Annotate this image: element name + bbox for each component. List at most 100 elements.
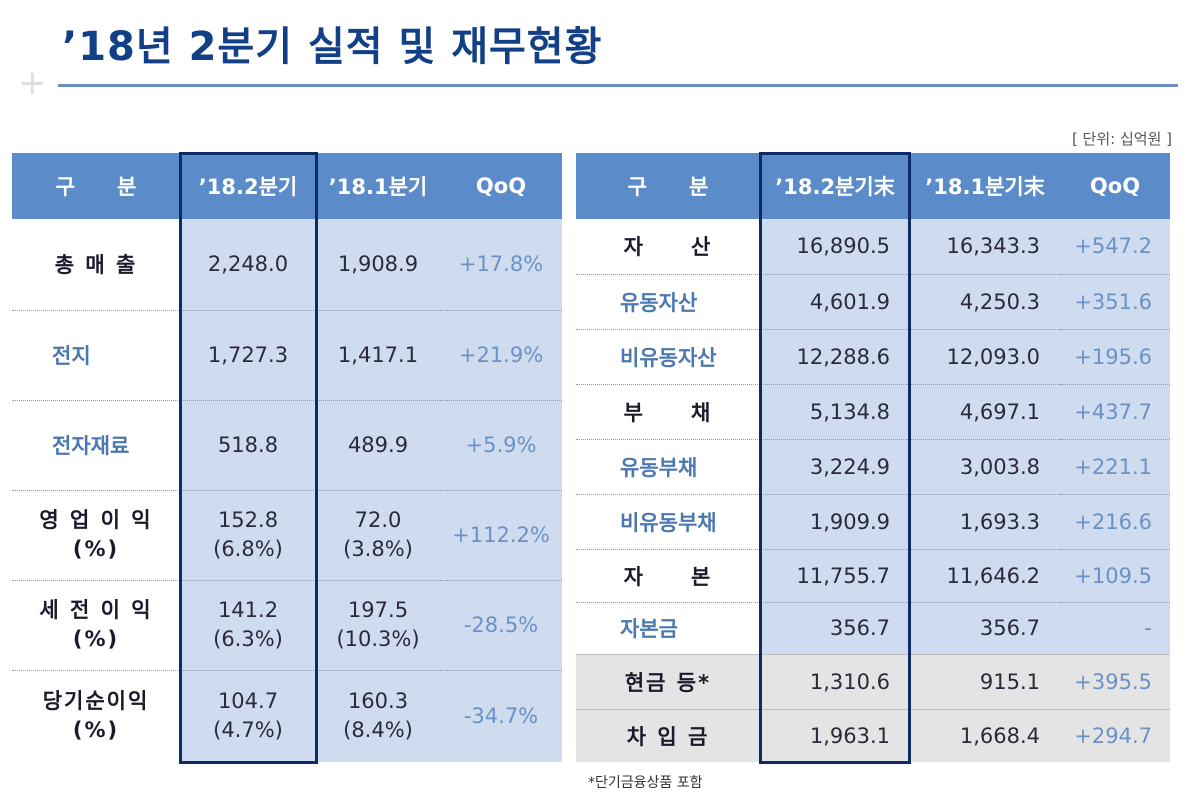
- qoq-value: +437.7: [1060, 383, 1170, 439]
- header-q1-end: ’18.1분기末: [910, 153, 1060, 219]
- row-label: 비유동부채: [576, 493, 760, 549]
- q1-end-value: 12,093.0: [910, 328, 1060, 384]
- row-label: 자본금: [576, 601, 760, 654]
- q1-value: 72.0: [354, 507, 402, 532]
- row-label: 전자재료: [12, 399, 180, 490]
- q1-end-value: 1,693.3: [910, 493, 1060, 549]
- qoq-value: -: [1060, 601, 1170, 654]
- plus-decoration-icon: +: [18, 63, 47, 103]
- q2-end-value: 11,755.7: [760, 548, 910, 602]
- table-row: 영 업 이 익 (%) 152.8 (6.8%) 72.0 (3.8%) +112.2…: [12, 489, 562, 580]
- table-row: 자 산 16,890.5 16,343.3 +547.2: [576, 219, 1170, 274]
- footnote: *단기금융상품 포함: [588, 775, 703, 791]
- qoq-value: -28.5%: [440, 579, 562, 670]
- q2-margin: (6.3%): [213, 627, 283, 651]
- row-sublabel: (%): [72, 718, 120, 743]
- table-row: 당기순이익 (%) 104.7 (4.7%) 160.3 (8.4%) -34.7%: [12, 669, 562, 762]
- q1-end-value: 1,668.4: [910, 708, 1060, 762]
- qoq-value: +294.7: [1060, 708, 1170, 762]
- q2-value: 1,727.3: [180, 309, 316, 400]
- q1-end-value: 915.1: [910, 653, 1060, 709]
- table-row: 자본금 356.7 356.7-: [576, 601, 1170, 654]
- q1-value: 197.5: [347, 597, 409, 622]
- page-title: ’18년 2분기 실적 및 재무현황: [62, 24, 603, 70]
- row-label: 총 매 출: [54, 253, 138, 278]
- table-header: 구 분 ’18.2분기末 ’18.1분기末 QoQ: [576, 153, 1170, 219]
- q1-margin: (10.3%): [336, 627, 420, 651]
- q2-end-value: 12,288.6: [760, 328, 910, 384]
- header-category: 구 분: [12, 153, 180, 219]
- table-row: 차 입 금 1,963.1 1,668.4 +294.7: [576, 708, 1170, 762]
- q2-end-value: 1,963.1: [760, 708, 910, 762]
- highlight-column-frame: [759, 152, 911, 764]
- table-row: 현금 등* 1,310.6 915.1 +395.5: [576, 653, 1170, 709]
- row-label: 현금 등*: [576, 653, 760, 709]
- row-sublabel: (%): [72, 537, 120, 561]
- row-label: 세 전 이 익: [39, 597, 153, 622]
- q2-end-value: 1,310.6: [760, 653, 910, 709]
- row-label: 유동부채: [576, 438, 760, 494]
- q2-end-value: 1,909.9: [760, 493, 910, 549]
- q2-end-value: 16,890.5: [760, 219, 910, 274]
- table-row: 총 매 출 2,248.0 1,908.9 +17.8%: [12, 219, 562, 310]
- q1-value: 1,908.9: [316, 219, 440, 310]
- q2-end-value: 356.7: [760, 601, 910, 654]
- row-label: 부 채: [576, 383, 760, 439]
- header-q2-end: ’18.2분기末: [760, 153, 910, 219]
- q2-value: 518.8: [180, 399, 316, 490]
- header-q2: ’18.2분기: [180, 153, 316, 219]
- q2-value: 104.7: [217, 688, 279, 713]
- row-label: 차 입 금: [576, 708, 760, 762]
- q2-end-value: 5,134.8: [760, 383, 910, 439]
- highlight-column-frame: [179, 152, 318, 764]
- qoq-value: +221.1: [1060, 438, 1170, 494]
- header-qoq: QoQ: [1060, 153, 1170, 219]
- table-row: 부 채 5,134.8 4,697.1 +437.7: [576, 383, 1170, 439]
- row-label: 당기순이익: [42, 688, 150, 713]
- row-label: 비유동자산: [576, 328, 760, 384]
- header-qoq: QoQ: [440, 153, 562, 219]
- table-row: 유동자산 4,601.9 4,250.3 +351.6: [576, 273, 1170, 329]
- q1-value: 489.9: [316, 399, 440, 490]
- table-row: 유동부채 3,224.9 3,003.8 +221.1: [576, 438, 1170, 494]
- q1-end-value: 11,646.2: [910, 548, 1060, 602]
- qoq-value: +216.6: [1060, 493, 1170, 549]
- row-label: 전지: [12, 309, 180, 400]
- table-row: 비유동자산 12,288.6 12,093.0 +195.6: [576, 328, 1170, 384]
- q1-end-value: 4,250.3: [910, 273, 1060, 329]
- qoq-value: +351.6: [1060, 273, 1170, 329]
- qoq-value: +547.2: [1060, 219, 1170, 274]
- q2-margin: (6.8%): [213, 537, 283, 561]
- qoq-value: -34.7%: [440, 669, 562, 762]
- q1-margin: (3.8%): [343, 537, 413, 561]
- row-label: 유동자산: [576, 273, 760, 329]
- q2-end-value: 3,224.9: [760, 438, 910, 494]
- q1-end-value: 16,343.3: [910, 219, 1060, 274]
- header-q1: ’18.1분기: [316, 153, 440, 219]
- q2-end-value: 4,601.9: [760, 273, 910, 329]
- row-sublabel: (%): [72, 627, 120, 651]
- income-table: 구 분 ’18.2분기 ’18.1분기 QoQ 총 매 출 2,248.0 1,…: [12, 153, 562, 762]
- qoq-value: +109.5: [1060, 548, 1170, 602]
- qoq-value: +21.9%: [440, 309, 562, 400]
- unit-label: [ 단위: 십억원 ]: [1071, 130, 1172, 148]
- table-row: 세 전 이 익 (%) 141.2 (6.3%) 197.5 (10.3%) -28.…: [12, 579, 562, 670]
- q1-end-value: 3,003.8: [910, 438, 1060, 494]
- q2-value: 152.8: [217, 507, 279, 532]
- q2-value: 2,248.0: [180, 219, 316, 310]
- table-row: 자 본 11,755.7 11,646.2 +109.5: [576, 548, 1170, 602]
- q1-margin: (8.4%): [343, 718, 413, 743]
- row-label: 자 본: [576, 548, 760, 602]
- table-row: 비유동부채 1,909.9 1,693.3 +216.6: [576, 493, 1170, 549]
- q1-end-value: 356.7: [910, 601, 1060, 654]
- qoq-value: +5.9%: [440, 399, 562, 490]
- qoq-value: +195.6: [1060, 328, 1170, 384]
- q1-value: 1,417.1: [316, 309, 440, 400]
- table-header: 구 분 ’18.2분기 ’18.1분기 QoQ: [12, 153, 562, 219]
- balance-table: 구 분 ’18.2분기末 ’18.1분기末 QoQ 자 산 16,890.5 16,…: [576, 153, 1170, 762]
- row-label: 자 산: [623, 235, 713, 260]
- q2-value: 141.2: [217, 597, 279, 622]
- q1-end-value: 4,697.1: [910, 383, 1060, 439]
- table-row: 전자재료 518.8 489.9 +5.9%: [12, 399, 562, 490]
- q2-margin: (4.7%): [213, 718, 283, 743]
